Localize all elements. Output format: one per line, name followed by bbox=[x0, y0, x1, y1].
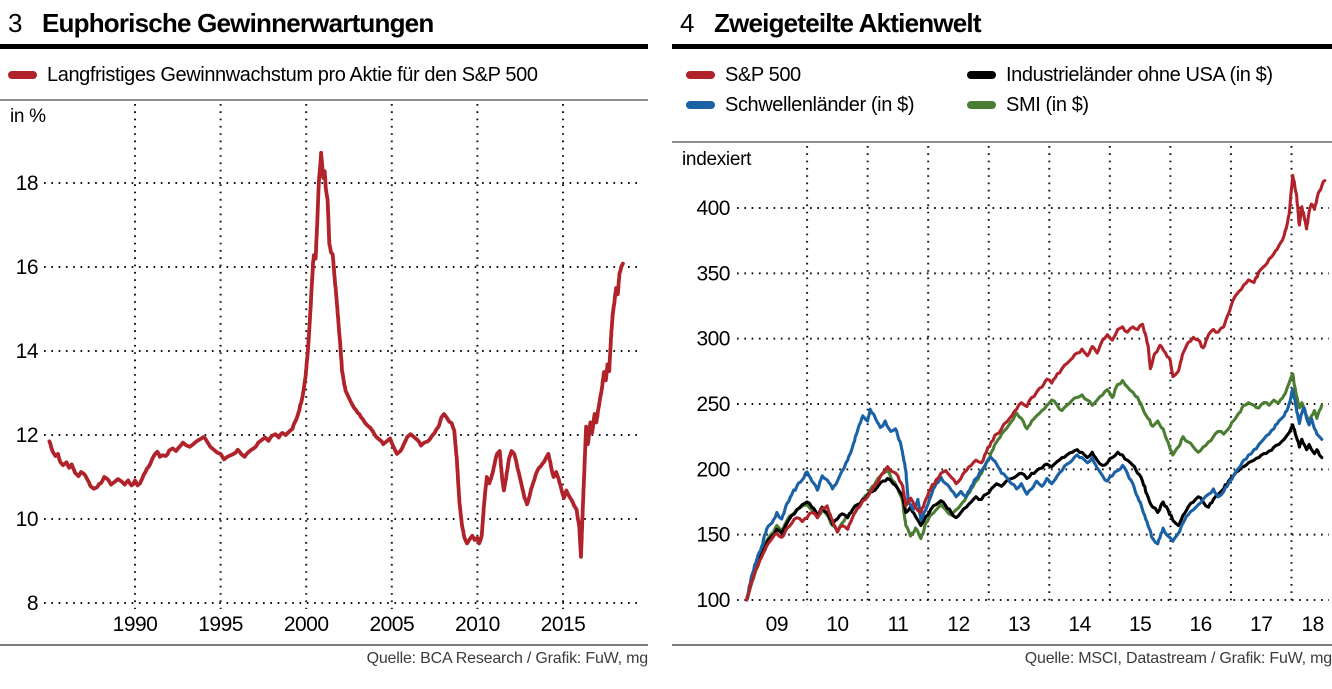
legend-swatch-black bbox=[967, 71, 996, 79]
x-tick-label: 16 bbox=[1189, 613, 1211, 636]
legend-label: SMI (in $) bbox=[1006, 93, 1089, 116]
x-tick-label: 11 bbox=[888, 613, 909, 636]
chart-title-left: Euphorische Gewinnerwartungen bbox=[42, 8, 434, 38]
series-line-sp500 bbox=[745, 173, 1327, 602]
y-tick-label: 350 bbox=[696, 262, 730, 285]
x-tick-label: 12 bbox=[947, 613, 969, 636]
legend-swatch-red bbox=[8, 71, 37, 79]
y-tick-label: 200 bbox=[696, 458, 730, 481]
legend-swatch-blue bbox=[686, 101, 715, 109]
y-tick-label: 10 bbox=[16, 508, 38, 531]
legend-item-sp500: S&P 500 bbox=[686, 63, 801, 87]
x-tick-label: 2005 bbox=[369, 613, 414, 636]
x-tick-label: 2015 bbox=[541, 613, 586, 636]
plot-separator-left bbox=[0, 99, 648, 101]
legend-label: Schwellenländer (in $) bbox=[725, 93, 915, 116]
y-axis-unit-left: in % bbox=[10, 106, 46, 127]
legend-swatch-red bbox=[686, 71, 715, 79]
series-line-industrielaender-ohne-usa bbox=[745, 423, 1324, 602]
y-tick-label: 12 bbox=[16, 424, 38, 447]
x-tick-label: 14 bbox=[1068, 613, 1091, 636]
bottom-rule-right bbox=[672, 644, 1332, 646]
chart-title-right: Zweigeteilte Aktienwelt bbox=[714, 8, 982, 38]
panel-right-header: 4 Zweigeteilte Aktienwelt bbox=[680, 8, 982, 39]
x-tick-label: 1990 bbox=[113, 613, 158, 636]
legend-item-industrielaender: Industrieländer ohne USA (in $) bbox=[967, 63, 1273, 87]
plot-separator-right bbox=[672, 141, 1332, 143]
title-rule-left bbox=[0, 44, 648, 49]
y-tick-label: 300 bbox=[696, 328, 730, 351]
source-right: Quelle: MSCI, Datastream / Grafik: FuW, … bbox=[1024, 650, 1332, 667]
legend-label: Industrieländer ohne USA (in $) bbox=[1006, 63, 1273, 86]
legend-item-eps-growth: Langfristiges Gewinnwachstum pro Aktie f… bbox=[8, 63, 538, 87]
legend-label: S&P 500 bbox=[725, 63, 801, 86]
chart-number-right: 4 bbox=[680, 8, 694, 38]
panel-left-header: 3 Euphorische Gewinnerwartungen bbox=[8, 8, 434, 39]
source-left: Quelle: BCA Research / Grafik: FuW, mg bbox=[366, 650, 649, 667]
series-line-lt-eps-growth-sp500 bbox=[47, 150, 625, 559]
y-tick-label: 8 bbox=[27, 592, 38, 615]
x-tick-label: 09 bbox=[766, 613, 788, 636]
x-tick-label: 17 bbox=[1250, 613, 1272, 636]
y-tick-label: 150 bbox=[696, 524, 730, 547]
bottom-rule-left bbox=[0, 644, 648, 646]
y-tick-label: 400 bbox=[696, 197, 730, 220]
legend-item-schwellenlaender: Schwellenländer (in $) bbox=[686, 93, 914, 117]
y-tick-label: 250 bbox=[696, 393, 730, 416]
y-tick-label: 100 bbox=[696, 589, 730, 612]
x-tick-label: 15 bbox=[1129, 613, 1151, 636]
y-tick-label: 16 bbox=[16, 256, 38, 279]
legend-label: Langfristiges Gewinnwachstum pro Aktie f… bbox=[47, 63, 538, 86]
x-tick-label: 10 bbox=[826, 613, 848, 636]
x-tick-label: 18 bbox=[1302, 613, 1324, 636]
y-tick-label: 14 bbox=[16, 340, 39, 363]
x-tick-label: 13 bbox=[1008, 613, 1030, 636]
y-tick-label: 18 bbox=[16, 172, 38, 195]
chart-number-left: 3 bbox=[8, 8, 22, 38]
y-axis-unit-right: indexiert bbox=[682, 149, 752, 170]
title-rule-right bbox=[672, 44, 1332, 49]
x-tick-label: 2010 bbox=[455, 613, 500, 636]
x-tick-label: 2000 bbox=[284, 613, 329, 636]
series-line-schwellenlaender bbox=[745, 388, 1324, 602]
x-tick-label: 1995 bbox=[198, 613, 243, 636]
legend-swatch-green bbox=[967, 101, 996, 109]
legend-item-smi: SMI (in $) bbox=[967, 93, 1089, 117]
